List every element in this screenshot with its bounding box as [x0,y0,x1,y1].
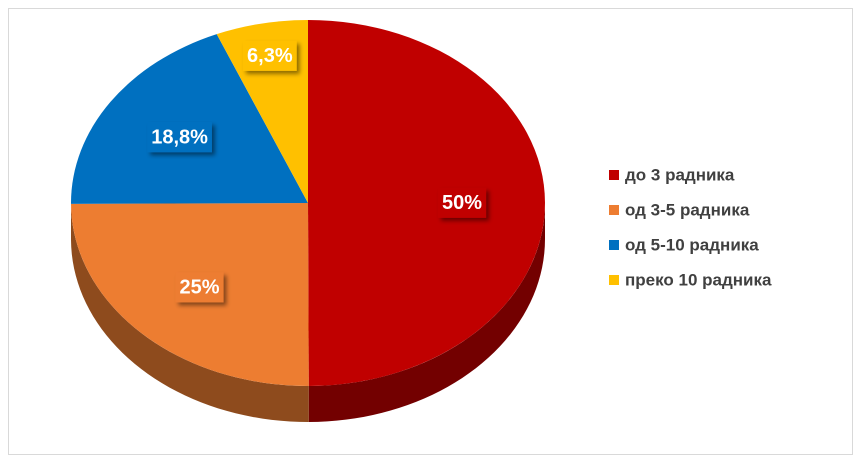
data-label-text: 18,8% [151,127,208,149]
legend-swatch [609,275,619,285]
legend-label: од 5-10 радника [625,235,759,254]
legend-label: од 3-5 радника [625,200,750,219]
data-label: 18,8% [147,122,212,152]
data-label-text: 6,3% [247,45,293,67]
legend-label: до 3 радника [625,165,735,184]
data-label-text: 50% [442,192,482,214]
data-label: 6,3% [243,41,297,71]
data-label: 25% [175,272,223,302]
data-label: 50% [438,188,486,218]
legend-label: преко 10 радника [625,270,772,289]
data-label-text: 25% [179,277,219,299]
legend-swatch [609,240,619,250]
legend-swatch [609,170,619,180]
legend-swatch [609,205,619,215]
